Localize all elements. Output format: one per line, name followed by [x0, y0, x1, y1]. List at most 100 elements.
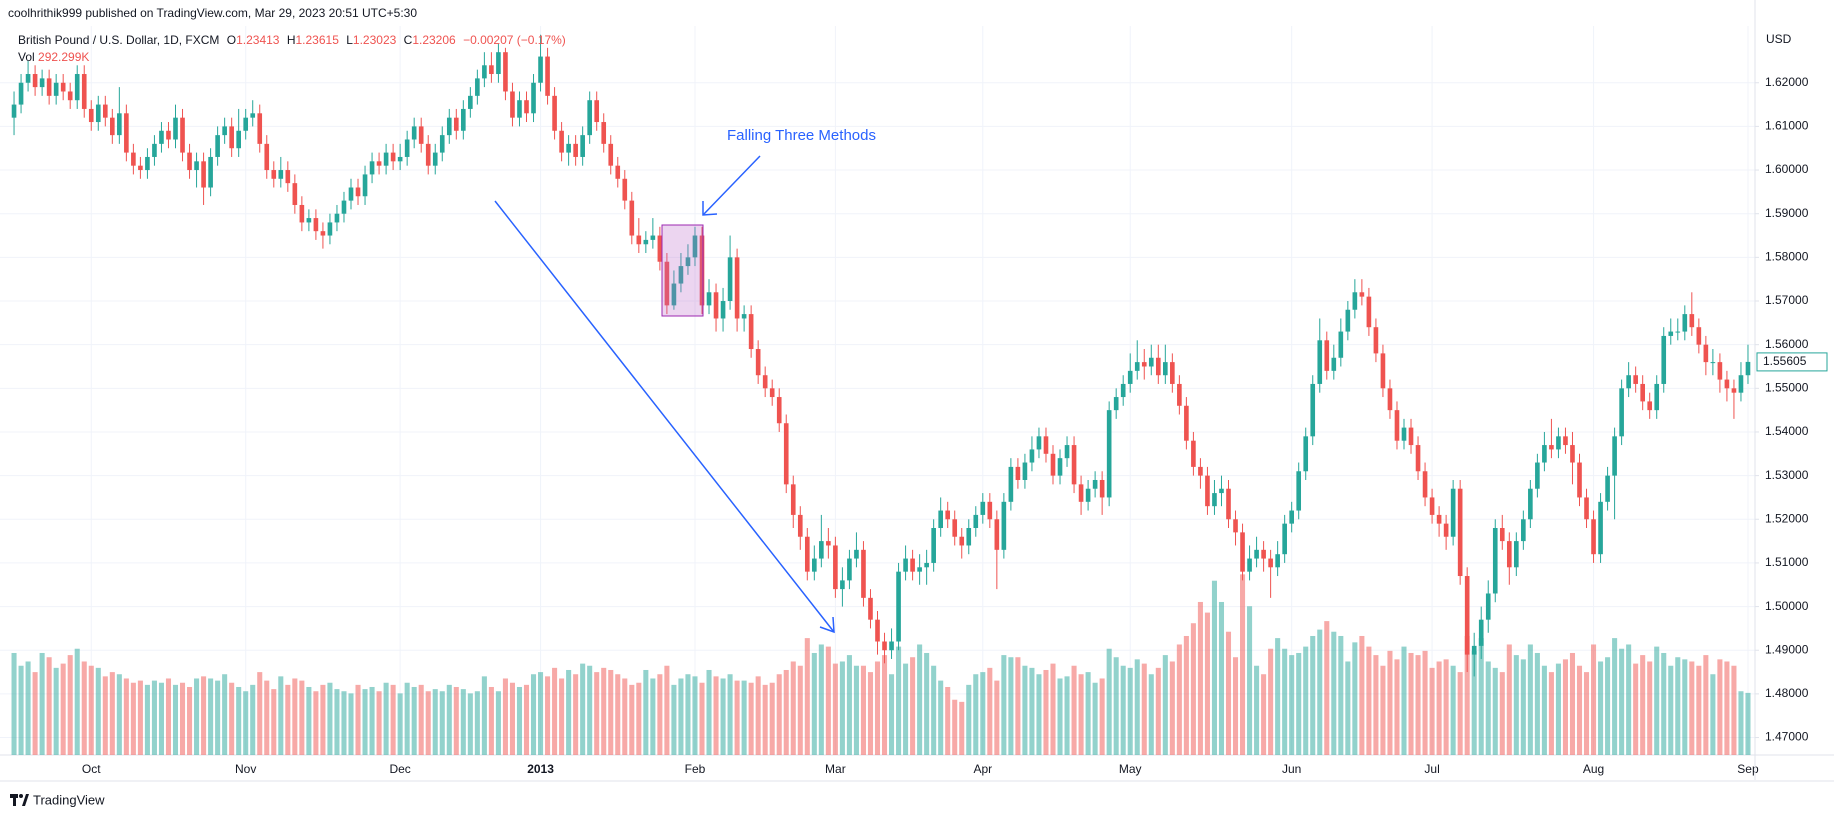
volume-bar	[355, 684, 361, 755]
candle-body	[1141, 362, 1147, 367]
candle-body	[496, 52, 501, 75]
volume-bar	[952, 699, 958, 755]
candle-body	[769, 388, 775, 398]
candle-body	[11, 104, 17, 118]
volume-bar	[945, 686, 951, 755]
pattern-box	[661, 224, 704, 317]
candle-body	[854, 549, 859, 559]
volume-bar	[959, 701, 965, 755]
volume-bar	[1513, 655, 1519, 755]
candle-body	[1633, 375, 1638, 384]
y-tick-label: 1.49000	[1765, 642, 1809, 656]
candle-body	[369, 161, 375, 175]
volume-bar	[404, 682, 410, 755]
candle-body	[847, 558, 852, 581]
volume-bar	[1562, 659, 1568, 755]
y-tick-label: 1.53000	[1765, 468, 1809, 482]
candle-body	[587, 100, 592, 136]
volume-bar	[81, 661, 87, 755]
candle-body	[889, 641, 894, 651]
candle-body	[559, 130, 564, 153]
candle-body	[468, 95, 473, 109]
candle-body	[362, 174, 368, 197]
volume-bar	[1745, 692, 1751, 755]
candle-body	[124, 113, 129, 153]
volume-bar	[123, 678, 129, 755]
volume-bar	[853, 665, 859, 755]
candle-body	[1647, 401, 1653, 411]
candle-body	[1324, 340, 1330, 371]
volume-bar	[804, 638, 810, 755]
candle-body	[1436, 514, 1442, 524]
y-tick-label: 1.59000	[1765, 206, 1809, 220]
candle-body	[692, 235, 698, 258]
volume-bar	[474, 691, 480, 755]
candle-body	[552, 95, 557, 131]
x-tick-label: Nov	[235, 762, 256, 776]
candle-body	[601, 122, 607, 144]
pointer-arrow-head	[702, 201, 718, 216]
candle-body	[594, 100, 600, 123]
volume-bar	[1310, 635, 1316, 755]
candle-body	[257, 113, 263, 144]
volume-bar	[1268, 648, 1274, 755]
volume-bar	[776, 674, 782, 755]
volume-bar	[783, 669, 789, 755]
volume-bar	[608, 669, 614, 755]
candle-body	[32, 74, 38, 88]
candle-body	[376, 161, 382, 166]
volume-bar	[25, 661, 31, 755]
volume-bar	[615, 674, 621, 755]
candle-body	[1710, 362, 1716, 364]
volume-bar	[376, 691, 382, 755]
volume-bar	[860, 665, 866, 755]
candle-body	[1071, 445, 1077, 485]
legend-key: L	[346, 33, 353, 47]
candle-body	[46, 78, 52, 96]
candle-body	[1717, 362, 1723, 380]
candle-body	[60, 82, 66, 92]
candle-body	[812, 558, 817, 572]
candle-body	[727, 257, 733, 302]
candle-body	[411, 126, 417, 140]
volume-bar	[1338, 635, 1344, 755]
y-tick-label: 1.54000	[1765, 424, 1809, 438]
volume-bar	[1240, 574, 1246, 755]
volume-bar	[144, 684, 150, 755]
trend-arrow	[494, 200, 835, 633]
candle-body	[1506, 541, 1512, 568]
candle-body	[1015, 466, 1021, 480]
candle-body	[1099, 479, 1105, 498]
candle-body	[1668, 331, 1674, 336]
candle-body	[903, 558, 908, 572]
candle-body	[741, 314, 747, 319]
candle-body	[348, 187, 354, 201]
candle-body	[131, 152, 136, 166]
volume-bar	[1541, 665, 1547, 755]
volume-bar	[938, 680, 944, 755]
legend-key: Vol	[18, 50, 35, 64]
candle-body	[208, 156, 213, 188]
volume-bar	[931, 665, 937, 755]
volume-bar	[538, 672, 544, 755]
volume-bar	[1471, 650, 1477, 755]
candle-body	[418, 126, 424, 144]
volume-bar	[1036, 674, 1042, 755]
volume-bar	[88, 665, 94, 755]
volume-bar	[1401, 646, 1407, 755]
candle-body	[1394, 410, 1400, 441]
candle-body	[1029, 449, 1035, 463]
volume-bar	[1408, 652, 1414, 755]
volume-bar	[1225, 631, 1232, 755]
candle-body	[1106, 410, 1112, 498]
volume-bar	[1296, 652, 1302, 755]
volume-bar	[1057, 678, 1063, 755]
candle-body	[1429, 497, 1435, 515]
last-price-label: 1.55605	[1763, 354, 1807, 368]
candle-body	[187, 152, 192, 171]
volume-bar	[1724, 661, 1730, 755]
candle-body	[931, 528, 936, 563]
volume-bar	[622, 678, 628, 755]
volume-bar	[601, 667, 607, 755]
candle-body	[924, 562, 929, 568]
